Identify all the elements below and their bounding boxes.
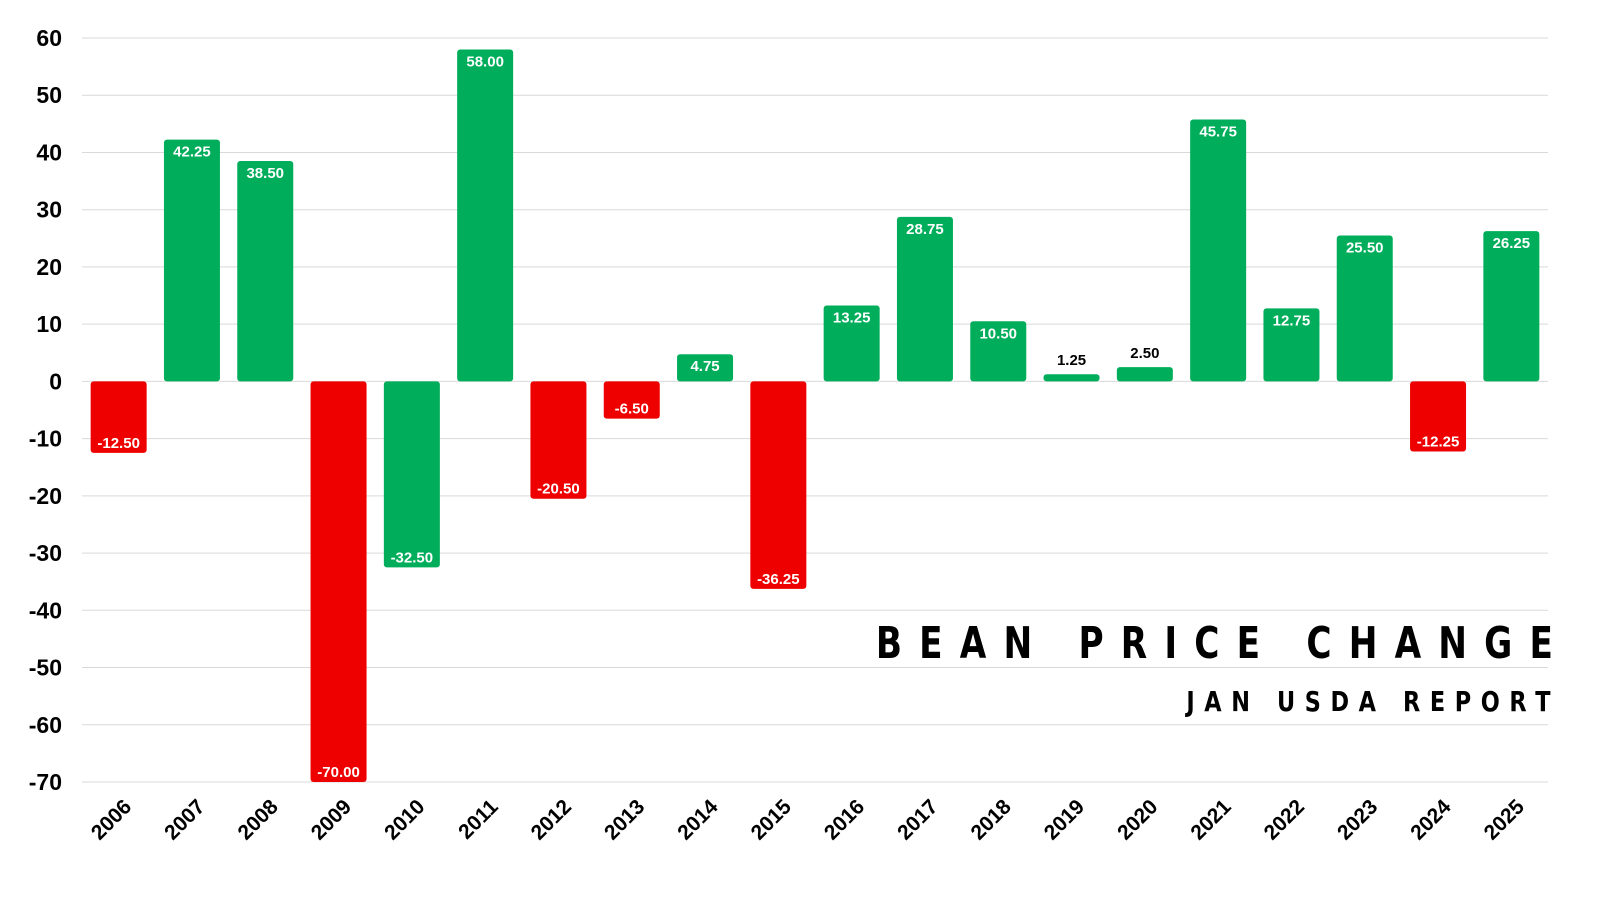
y-tick-label: 50 — [36, 82, 62, 108]
data-label: 4.75 — [690, 358, 719, 375]
data-label: 42.25 — [173, 144, 211, 161]
x-tick-label: 2024 — [1406, 795, 1456, 845]
data-label: 28.75 — [906, 221, 944, 238]
data-label: 45.75 — [1199, 124, 1237, 141]
y-tick-label: -20 — [29, 483, 62, 509]
data-label: -6.50 — [615, 401, 649, 418]
bar-2023 — [1336, 235, 1393, 382]
data-label: -20.50 — [537, 481, 580, 498]
x-tick-label: 2014 — [673, 795, 723, 845]
bar-2010 — [383, 381, 440, 568]
x-tick-label: 2017 — [893, 795, 942, 844]
y-axis: 60 50 40 30 20 10 0 -10 -20 -30 -40 -50 -60 -70 — [29, 25, 62, 795]
bar-2007 — [163, 139, 220, 382]
bar-2008 — [237, 161, 294, 382]
bar-2006 — [90, 381, 147, 453]
bar-2021 — [1190, 119, 1247, 382]
bar-2022 — [1263, 308, 1320, 382]
y-tick-label: -30 — [29, 540, 62, 566]
bar-2018 — [970, 321, 1027, 382]
bar-2011 — [457, 49, 514, 382]
bar-2015 — [750, 381, 807, 589]
data-label: 58.00 — [466, 53, 504, 70]
x-tick-label: 2019 — [1040, 795, 1089, 844]
data-label: 26.25 — [1493, 235, 1531, 252]
x-tick-label: 2008 — [233, 795, 283, 845]
y-tick-label: 10 — [36, 311, 62, 337]
x-tick-label: 2009 — [307, 795, 356, 844]
x-tick-label: 2006 — [87, 795, 136, 844]
x-tick-label: 2016 — [820, 795, 869, 844]
x-axis: 2006 2007 2008 2009 2010 2011 2012 2013 2014 2015… — [87, 795, 1529, 845]
x-tick-label: 2013 — [600, 795, 649, 844]
bar-2024 — [1410, 381, 1467, 452]
x-tick-label: 2025 — [1480, 795, 1530, 845]
y-tick-label: 0 — [49, 368, 62, 394]
y-tick-label: -50 — [29, 655, 62, 681]
y-tick-label: -60 — [29, 712, 62, 738]
bar-2017 — [896, 216, 953, 382]
data-label: -70.00 — [317, 764, 360, 781]
x-tick-label: 2021 — [1186, 795, 1236, 845]
y-tick-label: -40 — [29, 597, 62, 623]
title-block: BEAN PRICE CHANGE JAN USDA REPORT — [680, 616, 1553, 722]
data-label: -32.50 — [391, 549, 434, 566]
x-tick-label: 2015 — [747, 795, 797, 845]
data-label: -12.25 — [1417, 433, 1460, 450]
x-tick-label: 2010 — [380, 795, 429, 844]
bar-2014 — [677, 354, 734, 382]
data-labels: -12.50 42.25 38.50 -70.00 -32.50 58.00 -20.50 -… — [97, 53, 1530, 781]
bar-2019 — [1043, 374, 1100, 382]
x-tick-label: 2007 — [160, 795, 209, 844]
y-tick-label: -70 — [29, 769, 62, 795]
y-tick-label: 60 — [36, 25, 62, 51]
y-tick-label: 30 — [36, 197, 62, 223]
data-label: 13.25 — [833, 310, 871, 327]
data-label: 2.50 — [1130, 345, 1159, 362]
data-label: 25.50 — [1346, 239, 1384, 256]
bar-2020 — [1116, 367, 1173, 382]
y-tick-label: 20 — [36, 254, 62, 280]
x-tick-label: 2022 — [1260, 795, 1309, 844]
data-label: -12.50 — [97, 435, 140, 452]
chart-subtitle: JAN USDA REPORT — [1186, 685, 1560, 718]
x-tick-label: 2020 — [1113, 795, 1162, 844]
bar-2013 — [603, 381, 660, 419]
data-label: 38.50 — [246, 165, 284, 182]
data-label: 12.75 — [1273, 312, 1311, 329]
data-label: 10.50 — [979, 325, 1017, 342]
x-tick-label: 2011 — [454, 795, 503, 844]
x-tick-label: 2012 — [527, 795, 576, 844]
data-label: 1.25 — [1057, 352, 1086, 369]
bars — [90, 49, 1540, 782]
x-tick-label: 2018 — [966, 795, 1016, 845]
bar-2025 — [1483, 231, 1540, 382]
x-tick-label: 2023 — [1333, 795, 1382, 844]
y-tick-label: -10 — [29, 426, 62, 452]
data-label: -36.25 — [757, 571, 800, 588]
bar-2016 — [823, 305, 880, 382]
y-tick-label: 40 — [36, 139, 62, 165]
bar-2009 — [310, 381, 367, 782]
bar-2012 — [530, 381, 587, 499]
chart-title: BEAN PRICE CHANGE — [875, 618, 1570, 669]
